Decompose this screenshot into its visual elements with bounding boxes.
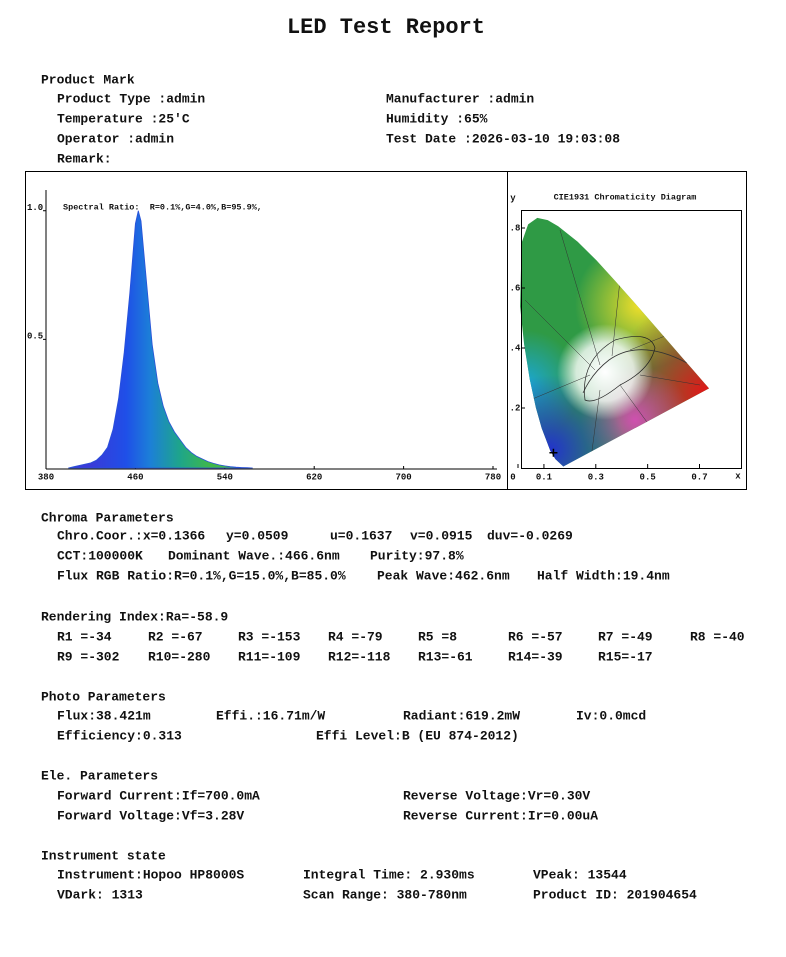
y-axis-label: y (510, 193, 516, 203)
field: v=0.0915 (410, 528, 473, 543)
field: Forward Voltage:Vf=3.28V (57, 808, 244, 823)
field: R3 =-153 (238, 629, 301, 644)
field: Product Type :admin (57, 91, 205, 106)
field: VDark: 1313 (57, 887, 143, 902)
chromaticity-point (549, 448, 558, 457)
field: CCT:100000K (57, 548, 143, 563)
field: R13=-61 (418, 649, 473, 664)
field: Scan Range: 380-780nm (303, 887, 467, 902)
x-tick-label: 0.3 (588, 472, 604, 482)
cie-gamut (520, 217, 709, 467)
field: Test Date :2026-03-10 19:03:08 (386, 131, 620, 146)
x-tick-label: 460 (127, 472, 143, 482)
section-heading: Rendering Index:Ra=-58.9 (41, 609, 228, 624)
field: Reverse Current:Ir=0.00uA (403, 808, 598, 823)
field: Effi Level:B (EU 874-2012) (316, 728, 519, 743)
field: Reverse Voltage:Vr=0.30V (403, 788, 590, 803)
cie-title: CIE1931 Chromaticity Diagram (554, 192, 697, 202)
x-axis-label: x (735, 471, 741, 481)
field: u=0.1637 (330, 528, 392, 543)
field: Dominant Wave.:466.6nm (168, 548, 340, 563)
field: R15=-17 (598, 649, 653, 664)
field: Humidity :65% (386, 111, 488, 126)
field: Operator :admin (57, 131, 174, 146)
spectral-ratio: Spectral Ratio: R=0.1%,G=4.0%,B=95.9%, (63, 202, 262, 212)
field: Peak Wave:462.6nm (377, 568, 510, 583)
field: duv=-0.0269 (487, 528, 573, 543)
y-tick-label: .6 (510, 283, 521, 293)
field: R8 =-40 (690, 629, 745, 644)
x-tick-label: 700 (395, 472, 411, 482)
field: R10=-280 (148, 649, 211, 664)
section-heading: Product Mark (41, 72, 135, 87)
field: R5 =8 (418, 629, 457, 644)
field: Flux RGB Ratio:R=0.1%,G=15.0%,B=85.0% (57, 568, 346, 583)
field: Temperature :25'C (57, 111, 190, 126)
field: y=0.0509 (226, 528, 289, 543)
field: Half Width:19.4nm (537, 568, 670, 583)
field: Flux:38.421m (57, 708, 151, 723)
y-tick-label: 0.5 (27, 332, 43, 342)
section-heading: Chroma Parameters (41, 510, 174, 525)
field: R4 =-79 (328, 629, 383, 644)
field: R12=-118 (328, 649, 391, 664)
y-tick-label: 1.0 (27, 203, 43, 213)
section-heading: Ele. Parameters (41, 768, 158, 783)
x-tick-label: 380 (38, 472, 54, 482)
field: Iv:0.0mcd (576, 708, 646, 723)
y-tick-label: .8 (510, 223, 521, 233)
field: Purity:97.8% (370, 548, 464, 563)
field: R2 =-67 (148, 629, 203, 644)
spectrum-area (68, 210, 253, 469)
x-tick-label: 0.1 (536, 472, 553, 482)
field: Efficiency:0.313 (57, 728, 182, 743)
field: R7 =-49 (598, 629, 653, 644)
field: Instrument:Hopoo HP8000S (57, 867, 244, 882)
section-heading: Photo Parameters (41, 689, 166, 704)
x-tick-label: 620 (306, 472, 322, 482)
y-tick-label: .2 (510, 403, 521, 413)
x-tick-label: 0.7 (691, 472, 707, 482)
cie-frame (521, 210, 742, 469)
section-heading: Instrument state (41, 848, 166, 863)
report-title: LED Test Report (287, 15, 485, 40)
field: Chro.Coor.:x=0.1366 (57, 528, 205, 543)
field: Remark: (57, 151, 112, 166)
x-tick-label: 780 (485, 472, 501, 482)
field: Effi.:16.71m/W (216, 708, 325, 723)
x-tick-label: 0 (510, 472, 515, 482)
field: R14=-39 (508, 649, 563, 664)
field: VPeak: 13544 (533, 867, 627, 882)
field: Integral Time: 2.930ms (303, 867, 475, 882)
x-tick-label: 0.5 (640, 472, 656, 482)
field: R1 =-34 (57, 629, 112, 644)
field: Radiant:619.2mW (403, 708, 520, 723)
x-tick-label: 540 (217, 472, 233, 482)
field: R11=-109 (238, 649, 301, 664)
field: R9 =-302 (57, 649, 120, 664)
field: R6 =-57 (508, 629, 563, 644)
field: Manufacturer :admin (386, 91, 534, 106)
chart-frame (25, 171, 747, 490)
y-tick-label: .4 (510, 343, 521, 353)
field: Forward Current:If=700.0mA (57, 788, 260, 803)
field: Product ID: 201904654 (533, 887, 697, 902)
